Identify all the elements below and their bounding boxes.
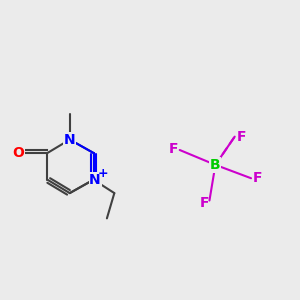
Text: O: O bbox=[12, 146, 24, 160]
Text: F: F bbox=[168, 142, 178, 156]
Text: B: B bbox=[210, 158, 221, 172]
Text: F: F bbox=[253, 171, 262, 184]
Text: N: N bbox=[64, 133, 76, 147]
Text: F: F bbox=[236, 130, 246, 144]
Text: +: + bbox=[98, 167, 108, 180]
Text: N: N bbox=[89, 173, 101, 187]
Text: F: F bbox=[199, 196, 209, 210]
